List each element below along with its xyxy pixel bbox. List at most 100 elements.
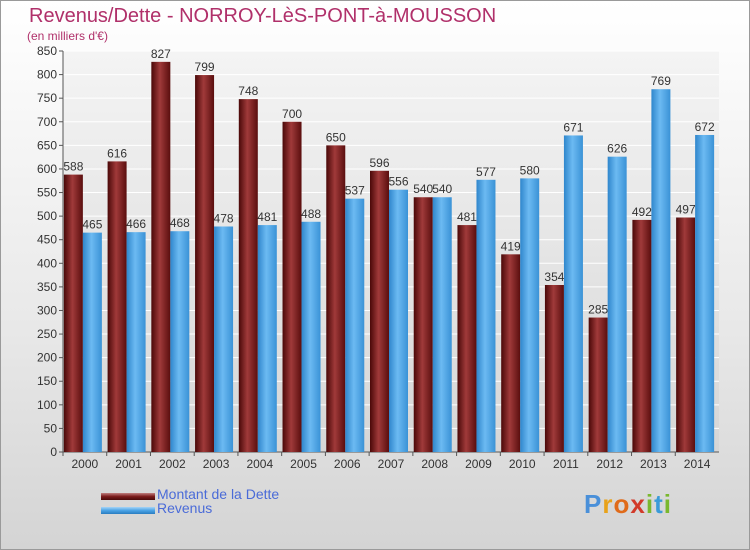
data-label-dette: 700 — [282, 107, 302, 121]
bar-dette — [544, 284, 564, 452]
bar-dette — [195, 75, 215, 452]
x-tick-label: 2014 — [684, 457, 711, 471]
y-tick-label: 800 — [37, 68, 57, 82]
data-label-dette: 827 — [151, 47, 171, 61]
bar-dette — [282, 121, 302, 452]
y-tick-label: 350 — [37, 280, 57, 294]
bar-revenus — [389, 189, 408, 452]
bar-dette — [63, 174, 83, 452]
x-tick-label: 2012 — [596, 457, 623, 471]
x-tick-label: 2006 — [334, 457, 361, 471]
data-label-dette: 799 — [195, 60, 215, 74]
data-label-dette: 419 — [501, 239, 521, 253]
legend-label-dette: Montant de la Dette — [157, 486, 280, 502]
proxiti-logo: Proxiti — [584, 489, 672, 520]
bar-dette — [676, 217, 696, 452]
bar-dette — [107, 161, 127, 452]
data-label-dette: 650 — [326, 130, 346, 144]
logo-letter: o — [613, 489, 631, 519]
y-tick-label: 0 — [50, 445, 57, 459]
legend-swatch-revenus — [101, 507, 155, 514]
y-tick-label: 400 — [37, 256, 57, 270]
data-label-revenus: 537 — [345, 184, 365, 198]
bar-revenus — [257, 225, 277, 452]
bar-revenus — [214, 226, 234, 452]
x-tick-label: 2002 — [159, 457, 186, 471]
data-label-revenus: 626 — [607, 142, 627, 156]
data-label-revenus: 580 — [520, 163, 540, 177]
y-tick-label: 500 — [37, 209, 57, 223]
data-label-dette: 540 — [413, 182, 433, 196]
x-tick-label: 2000 — [72, 457, 99, 471]
data-label-dette: 497 — [676, 203, 696, 217]
data-label-revenus: 465 — [82, 218, 102, 232]
y-tick-label: 750 — [37, 91, 57, 105]
legend-label-revenus: Revenus — [157, 500, 213, 516]
logo-letter: t — [654, 489, 664, 519]
data-label-revenus: 671 — [563, 120, 583, 134]
x-tick-label: 2008 — [421, 457, 448, 471]
data-label-dette: 285 — [588, 303, 608, 317]
bar-revenus — [126, 232, 146, 452]
x-tick-label: 2013 — [640, 457, 667, 471]
data-label-revenus: 769 — [651, 74, 671, 88]
data-label-revenus: 488 — [301, 207, 321, 221]
x-tick-label: 2011 — [553, 457, 579, 471]
bar-dette — [501, 254, 521, 452]
logo-letter: i — [645, 489, 655, 519]
x-tick-label: 2003 — [203, 457, 230, 471]
x-tick-label: 2001 — [115, 457, 142, 471]
data-label-dette: 616 — [107, 146, 127, 160]
y-tick-label: 650 — [37, 138, 57, 152]
data-label-revenus: 478 — [214, 211, 234, 225]
bar-revenus — [170, 231, 190, 452]
data-label-revenus: 481 — [257, 210, 277, 224]
bar-dette — [151, 61, 171, 453]
bar-dette — [588, 317, 608, 452]
data-label-dette: 354 — [544, 270, 564, 284]
x-tick-label: 2005 — [290, 457, 317, 471]
bar-revenus — [607, 156, 627, 452]
data-label-revenus: 540 — [432, 182, 452, 196]
data-label-dette: 596 — [369, 156, 389, 170]
y-tick-label: 100 — [37, 398, 57, 412]
logo-letter: P — [584, 489, 603, 519]
bar-revenus — [301, 221, 321, 452]
y-tick-label: 600 — [37, 162, 57, 176]
data-label-revenus: 468 — [170, 216, 190, 230]
data-label-dette: 748 — [238, 84, 258, 98]
bar-revenus — [651, 89, 671, 452]
bar-revenus — [563, 135, 583, 453]
y-tick-label: 550 — [37, 186, 57, 200]
bar-revenus — [345, 198, 365, 452]
data-label-dette: 492 — [632, 205, 652, 219]
bar-dette — [370, 170, 389, 452]
x-tick-label: 2010 — [509, 457, 536, 471]
y-tick-label: 700 — [37, 115, 57, 129]
logo-letter: r — [602, 489, 614, 519]
y-tick-label: 150 — [37, 374, 57, 388]
bar-dette — [413, 197, 433, 452]
x-tick-label: 2009 — [465, 457, 492, 471]
y-tick-label: 50 — [44, 421, 58, 435]
bar-revenus — [82, 232, 102, 452]
logo-letter: x — [630, 489, 646, 519]
chart-title: Revenus/Dette - NORROY-LèS-PONT-à-MOUSSO… — [29, 5, 497, 27]
bar-revenus — [695, 134, 715, 452]
chart-subtitle: (en milliers d'€) — [27, 29, 108, 43]
bar-dette — [238, 99, 258, 453]
y-tick-label: 300 — [37, 303, 57, 317]
data-label-revenus: 556 — [388, 175, 408, 189]
y-tick-label: 850 — [37, 44, 57, 58]
bar-revenus — [520, 178, 540, 452]
data-label-revenus: 672 — [695, 120, 715, 134]
data-label-revenus: 577 — [476, 165, 496, 179]
data-label-dette: 481 — [457, 210, 477, 224]
bar-dette — [326, 145, 346, 452]
legend-swatch-dette — [101, 493, 155, 500]
y-tick-label: 200 — [37, 351, 57, 365]
bar-revenus — [476, 179, 496, 453]
x-tick-label: 2004 — [246, 457, 273, 471]
